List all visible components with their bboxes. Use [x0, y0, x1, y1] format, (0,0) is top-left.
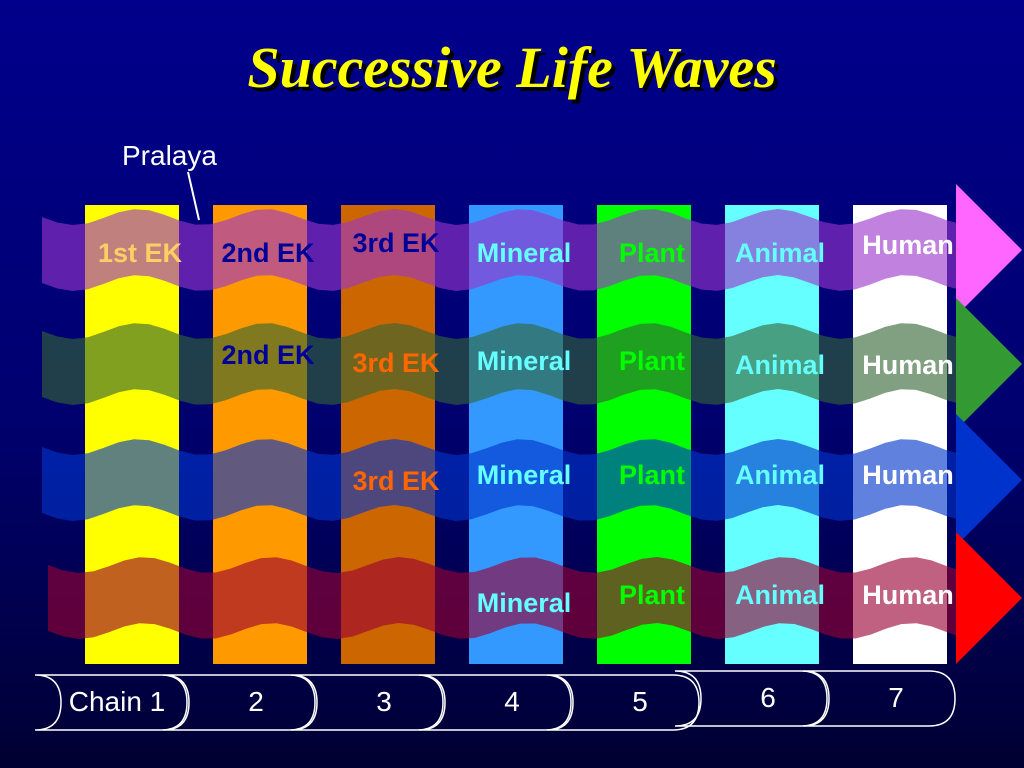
life-wave-band-1	[42, 209, 962, 291]
chain-label-1: Chain 1	[68, 686, 166, 717]
wave-2-label-2: 3rd EK	[352, 348, 440, 378]
chain-tabs	[34, 670, 956, 731]
wave-2-label-1: 2nd EK	[221, 340, 315, 370]
life-wave-arrow-1	[956, 184, 1022, 316]
life-wave-bands	[42, 184, 1022, 664]
wave-3-label-1: 3rd EK	[352, 466, 440, 496]
wave-4-label-2: Plant	[618, 580, 686, 610]
chain-label-7: 7	[888, 682, 904, 713]
wave-3-label-5: Human	[862, 460, 954, 490]
slide-title: Successive Life Waves	[247, 35, 777, 100]
chain-label-4: 4	[504, 686, 520, 717]
pralaya-label: Pralaya	[122, 140, 217, 171]
wave-1-label-4: Mineral	[476, 238, 572, 268]
life-wave-arrow-2	[956, 298, 1022, 430]
wave-4-label-3: Animal	[734, 580, 826, 610]
wave-1-label-6: Animal	[734, 238, 826, 268]
wave-4-label-1: Mineral	[476, 588, 572, 618]
life-wave-band-4	[48, 557, 962, 639]
chain-tab-1	[34, 674, 188, 731]
wave-2-label-5: Animal	[734, 350, 826, 380]
wave-2-label-6: Human	[862, 350, 954, 380]
life-wave-band-2	[42, 323, 962, 405]
wave-1-label-1: 1st EK	[97, 238, 183, 268]
chain-label-5: 5	[632, 686, 648, 717]
wave-2-label-3: Mineral	[476, 346, 572, 376]
life-wave-arrow-4	[956, 532, 1022, 664]
chain-tab-6	[674, 670, 828, 727]
chain-tab-5	[546, 674, 700, 731]
wave-3-label-4: Animal	[734, 460, 826, 490]
wave-1-label-7: Human	[862, 230, 954, 260]
chain-label-2: 2	[248, 686, 264, 717]
chain-label-6: 6	[760, 682, 776, 713]
chain-label-3: 3	[376, 686, 392, 717]
wave-4-label-4: Human	[862, 580, 954, 610]
chain-tab-3	[290, 674, 444, 731]
chain-tab-4	[418, 674, 572, 731]
life-wave-band-3	[42, 439, 962, 521]
life-wave-arrow-3	[956, 414, 1022, 546]
wave-2-label-4: Plant	[618, 346, 686, 376]
wave-3-label-2: Mineral	[476, 460, 572, 490]
chain-tab-2	[162, 674, 316, 731]
wave-1-label-2: 2nd EK	[221, 238, 315, 268]
pralaya-pointer	[187, 171, 200, 221]
wave-3-label-3: Plant	[618, 460, 686, 490]
chain-tab-7	[802, 670, 956, 727]
wave-1-label-3: 3rd EK	[352, 228, 440, 258]
wave-1-label-5: Plant	[618, 238, 686, 268]
